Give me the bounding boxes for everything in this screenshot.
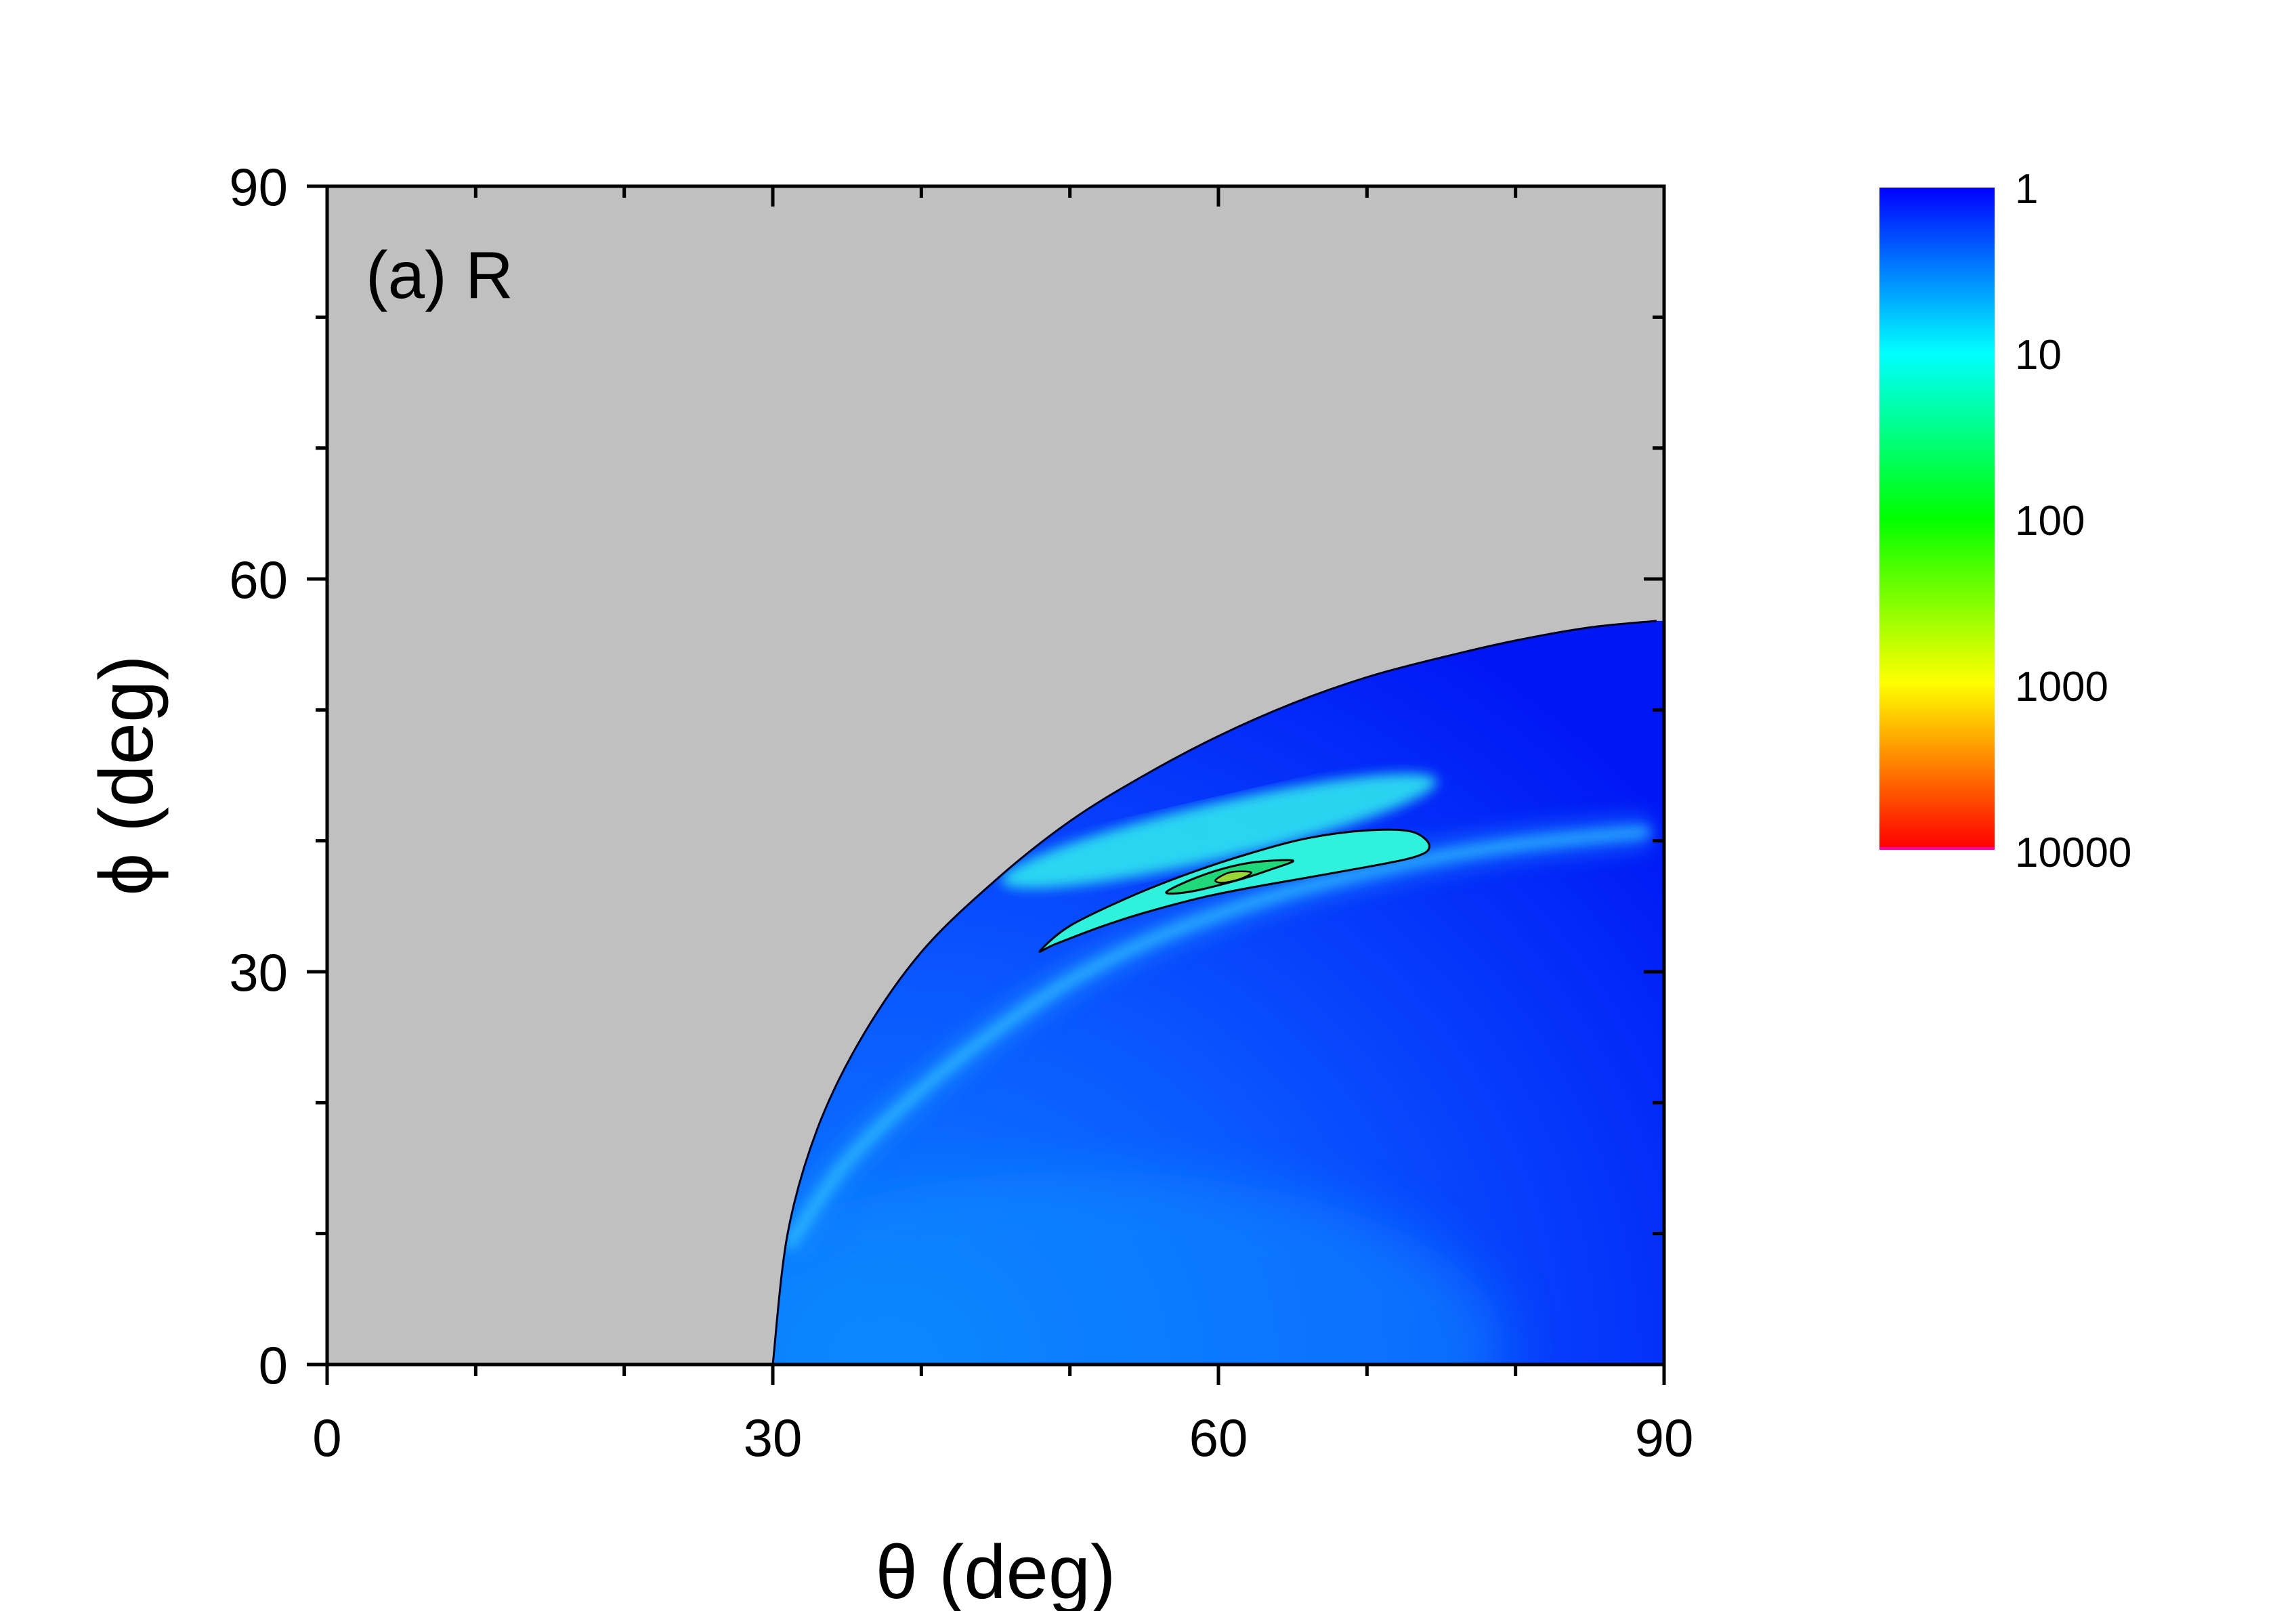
y-tick-label-30: 30 [229, 943, 288, 1002]
y-tick-label-60: 60 [229, 550, 288, 609]
contour-fill-1000 [1215, 871, 1252, 883]
plot-frame [325, 184, 1666, 1367]
x-axis-title: θ (deg) [876, 1530, 1116, 1611]
region-boundary-line [771, 620, 1657, 1365]
colorbar-label-100: 100 [2015, 498, 2085, 544]
x-tick-label-60: 60 [1189, 1408, 1248, 1467]
colorbar-label-10: 10 [2015, 332, 2062, 379]
contour-glow-cyan [1001, 773, 1437, 888]
ridge-glow [784, 827, 1650, 1250]
x-tick-label-30: 30 [744, 1408, 803, 1467]
x-tick-label-0: 0 [312, 1408, 341, 1467]
panel-label: (a) R [366, 238, 513, 312]
contour-fill-10 [1040, 830, 1430, 952]
heatmap-bottom-glow [773, 1172, 1504, 1365]
colorbar-label-1000: 1000 [2015, 664, 2108, 710]
colorbar [1879, 188, 1995, 848]
y-axis-title: ϕ (deg) [84, 655, 169, 895]
axis-ticks [307, 184, 1666, 1385]
colorbar-label-10000: 10000 [2015, 830, 2131, 876]
contour-line-100 [1165, 859, 1294, 895]
x-tick-label-90: 90 [1635, 1408, 1694, 1467]
y-tick-label-90: 90 [229, 157, 288, 217]
colorbar-label-1: 1 [2015, 166, 2038, 213]
y-tick-label-0: 0 [259, 1335, 288, 1395]
contour-line-1000 [1214, 870, 1252, 884]
contour-line-10 [1038, 828, 1431, 953]
